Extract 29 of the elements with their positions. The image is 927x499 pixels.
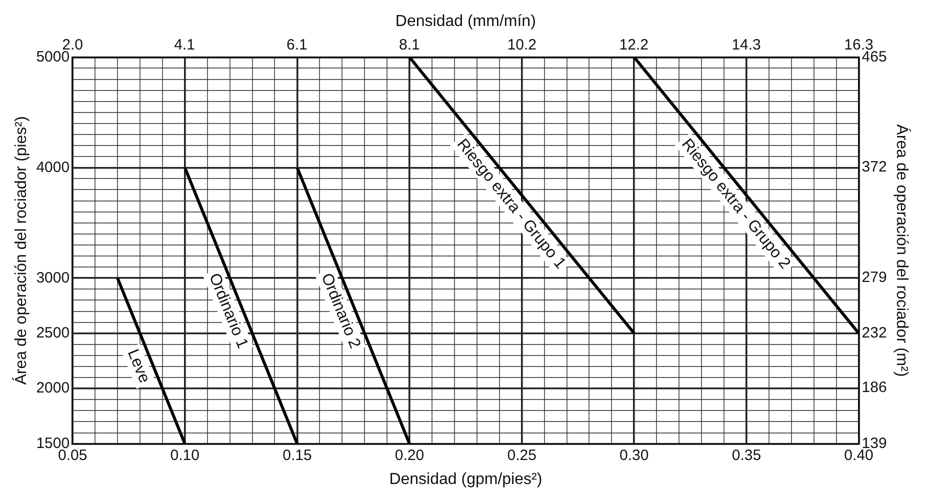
y2-axis-title: Área de operación del rociador (m²) xyxy=(892,124,911,377)
x2-tick-label: 4.1 xyxy=(174,36,195,54)
x-tick-label: 0.35 xyxy=(732,446,762,464)
x2-tick-label: 8.1 xyxy=(399,36,420,54)
y2-tick-label: 465 xyxy=(862,48,887,66)
x-tick-label: 0.10 xyxy=(170,446,200,464)
x2-tick-label: 10.2 xyxy=(507,36,537,54)
x-tick-label: 0.25 xyxy=(507,446,536,464)
y-tick-label: 4000 xyxy=(36,158,70,176)
x-tick-label: 0.15 xyxy=(282,446,312,464)
y-tick-label: 2000 xyxy=(36,380,70,397)
y2-tick-label: 279 xyxy=(862,268,887,286)
x-tick-label: 0.20 xyxy=(394,446,424,464)
x-tick-label: 0.40 xyxy=(844,446,874,464)
y-tick-label: 2500 xyxy=(36,324,70,342)
y2-tick-label: 232 xyxy=(862,324,887,342)
x2-tick-label: 12.2 xyxy=(619,36,648,54)
y2-tick-label: 372 xyxy=(862,158,887,176)
x2-tick-label: 14.3 xyxy=(732,36,761,54)
y-tick-label: 5000 xyxy=(36,48,70,66)
y-tick-label: 3000 xyxy=(36,269,70,286)
x-tick-label: 0.05 xyxy=(58,446,88,464)
x-axis-title: Densidad (gpm/pies²) xyxy=(389,470,542,488)
y2-tick-label: 186 xyxy=(862,379,887,396)
text: Leve xyxy=(124,346,153,386)
x2-tick-label: 6.1 xyxy=(286,36,308,54)
y-axis-title: Área de operación del rociador (pies²) xyxy=(12,116,30,385)
x2-axis-title: Densidad (mm/mín) xyxy=(395,13,536,30)
x-tick-label: 0.30 xyxy=(620,446,649,464)
